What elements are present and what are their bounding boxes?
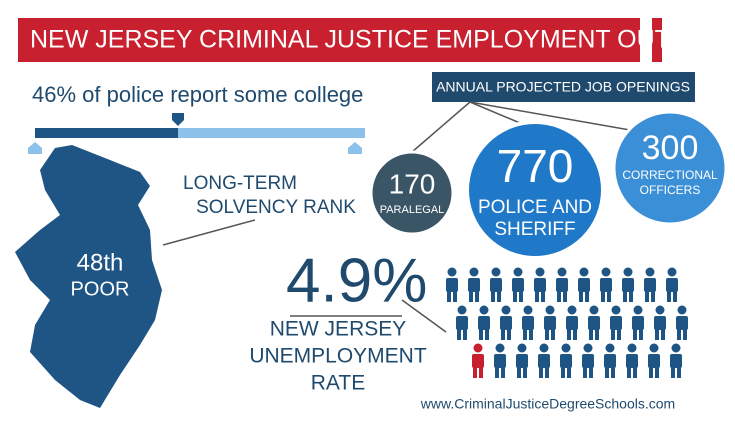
- unemployment-label: UNEMPLOYMENT: [249, 345, 427, 368]
- bar-end-right: [348, 142, 362, 154]
- college-bar-rest: [178, 128, 365, 138]
- rank-caption: SOLVENCY RANK: [196, 197, 356, 218]
- college-bar-filled: [35, 128, 178, 138]
- person-icon: [578, 267, 590, 302]
- person-icon: [654, 305, 666, 340]
- person-icon: [560, 343, 572, 378]
- person-icon: [538, 343, 550, 378]
- person-icon: [666, 267, 678, 302]
- opening-label: POLICE AND: [478, 197, 592, 218]
- person-icon: [670, 343, 682, 378]
- person-icon: [648, 343, 660, 378]
- person-icon: [468, 267, 480, 302]
- person-icon: [644, 267, 656, 302]
- title-accent: [652, 18, 662, 62]
- person-icon: [600, 267, 612, 302]
- rank-leader: [162, 219, 256, 246]
- person-icon: [500, 305, 512, 340]
- correctional-circle: [612, 110, 728, 226]
- unemployment-label: RATE: [311, 372, 365, 395]
- person-icon: [610, 305, 622, 340]
- opening-label: SHERIFF: [494, 219, 575, 240]
- bar-end-left: [28, 142, 42, 154]
- openings-connectors: [411, 101, 631, 153]
- person-icon: [604, 343, 616, 378]
- person-icon: [582, 343, 594, 378]
- person-icon: [456, 305, 468, 340]
- person-icon: [446, 267, 458, 302]
- person-icon: [544, 305, 556, 340]
- rank: 48th: [77, 249, 124, 276]
- footer-url: www.CriminalJusticeDegreeSchools.com: [420, 396, 675, 412]
- college-marker: [172, 113, 184, 126]
- person-icon: [512, 267, 524, 302]
- person-icon: [588, 305, 600, 340]
- paralegal-circle: [369, 150, 455, 236]
- person-icon: [566, 305, 578, 340]
- rank-rating: POOR: [71, 278, 130, 300]
- person-icon: [490, 267, 502, 302]
- person-icon: [622, 267, 634, 302]
- opening-value: 300: [642, 129, 699, 167]
- person-icon: [478, 305, 490, 340]
- person-icon: [676, 305, 688, 340]
- nj-map: [15, 145, 162, 408]
- title-banner: [18, 18, 640, 62]
- person-icon: [556, 267, 568, 302]
- opening-label: PARALEGAL: [380, 204, 445, 216]
- rank-caption: LONG-TERM: [183, 173, 297, 194]
- opening-value: 770: [497, 140, 574, 192]
- person-icon: [534, 267, 546, 302]
- college-stat: 46% of police report some college: [32, 82, 363, 107]
- person-icon: [472, 343, 484, 378]
- person-icon: [632, 305, 644, 340]
- person-icon: [494, 343, 506, 378]
- unemployment-leader: [401, 299, 447, 333]
- opening-value: 170: [389, 168, 436, 199]
- title: NEW JERSEY CRIMINAL JUSTICE EMPLOYMENT O…: [30, 26, 735, 54]
- unemployment-label: NEW JERSEY: [270, 318, 407, 341]
- unemployment-value: 4.9%: [286, 246, 427, 315]
- person-icon: [522, 305, 534, 340]
- police-circle: [465, 120, 605, 260]
- people-icons: [446, 267, 688, 378]
- opening-label: OFFICERS: [640, 183, 701, 197]
- openings-title: ANNUAL PROJECTED JOB OPENINGS: [436, 79, 690, 95]
- person-icon: [626, 343, 638, 378]
- opening-label: CORRECTIONAL: [622, 168, 718, 182]
- openings-box: [432, 72, 695, 102]
- person-icon: [516, 343, 528, 378]
